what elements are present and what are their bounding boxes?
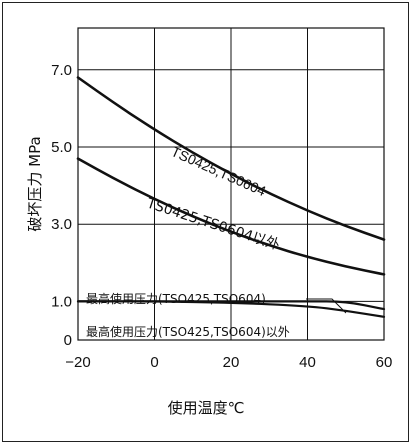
series-label-ts0425-ts0604: TS0425,TS0604 — [169, 143, 269, 199]
y-tick-label: 5.0 — [51, 139, 72, 156]
y-tick-label: 3.0 — [51, 216, 72, 233]
x-tick-label: 0 — [150, 354, 158, 371]
x-tick-label: 60 — [376, 354, 393, 371]
y-tick-label: 7.0 — [51, 62, 72, 79]
series-line-1 — [76, 76, 386, 241]
x-tick-label: 40 — [299, 354, 316, 371]
y-tick-labels: 0 1.0 3.0 5.0 7.0 9.0 — [51, 0, 72, 349]
series-line-2 — [76, 157, 386, 276]
y-axis-label: 破坏压力 MPa — [26, 136, 44, 231]
series-line-4 — [76, 300, 386, 318]
series-label-max-pressure: 最高使用压力(TSO425,TSO604) — [86, 291, 266, 306]
y-tick-label: 0 — [64, 332, 72, 349]
x-tick-labels: −20 0 20 40 60 — [65, 354, 392, 371]
y-tick-label: 1.0 — [51, 293, 72, 310]
series-label-max-pressure-other: 最高使用压力(TSO425,TSO604)以外 — [86, 324, 290, 339]
series-lines — [76, 76, 386, 318]
x-tick-label: −20 — [65, 354, 90, 371]
y-tick-label: 9.0 — [51, 0, 72, 2]
x-tick-label: 20 — [223, 354, 240, 371]
leader-line-max-pressure — [306, 298, 347, 314]
x-axis-label: 使用温度℃ — [168, 399, 245, 417]
